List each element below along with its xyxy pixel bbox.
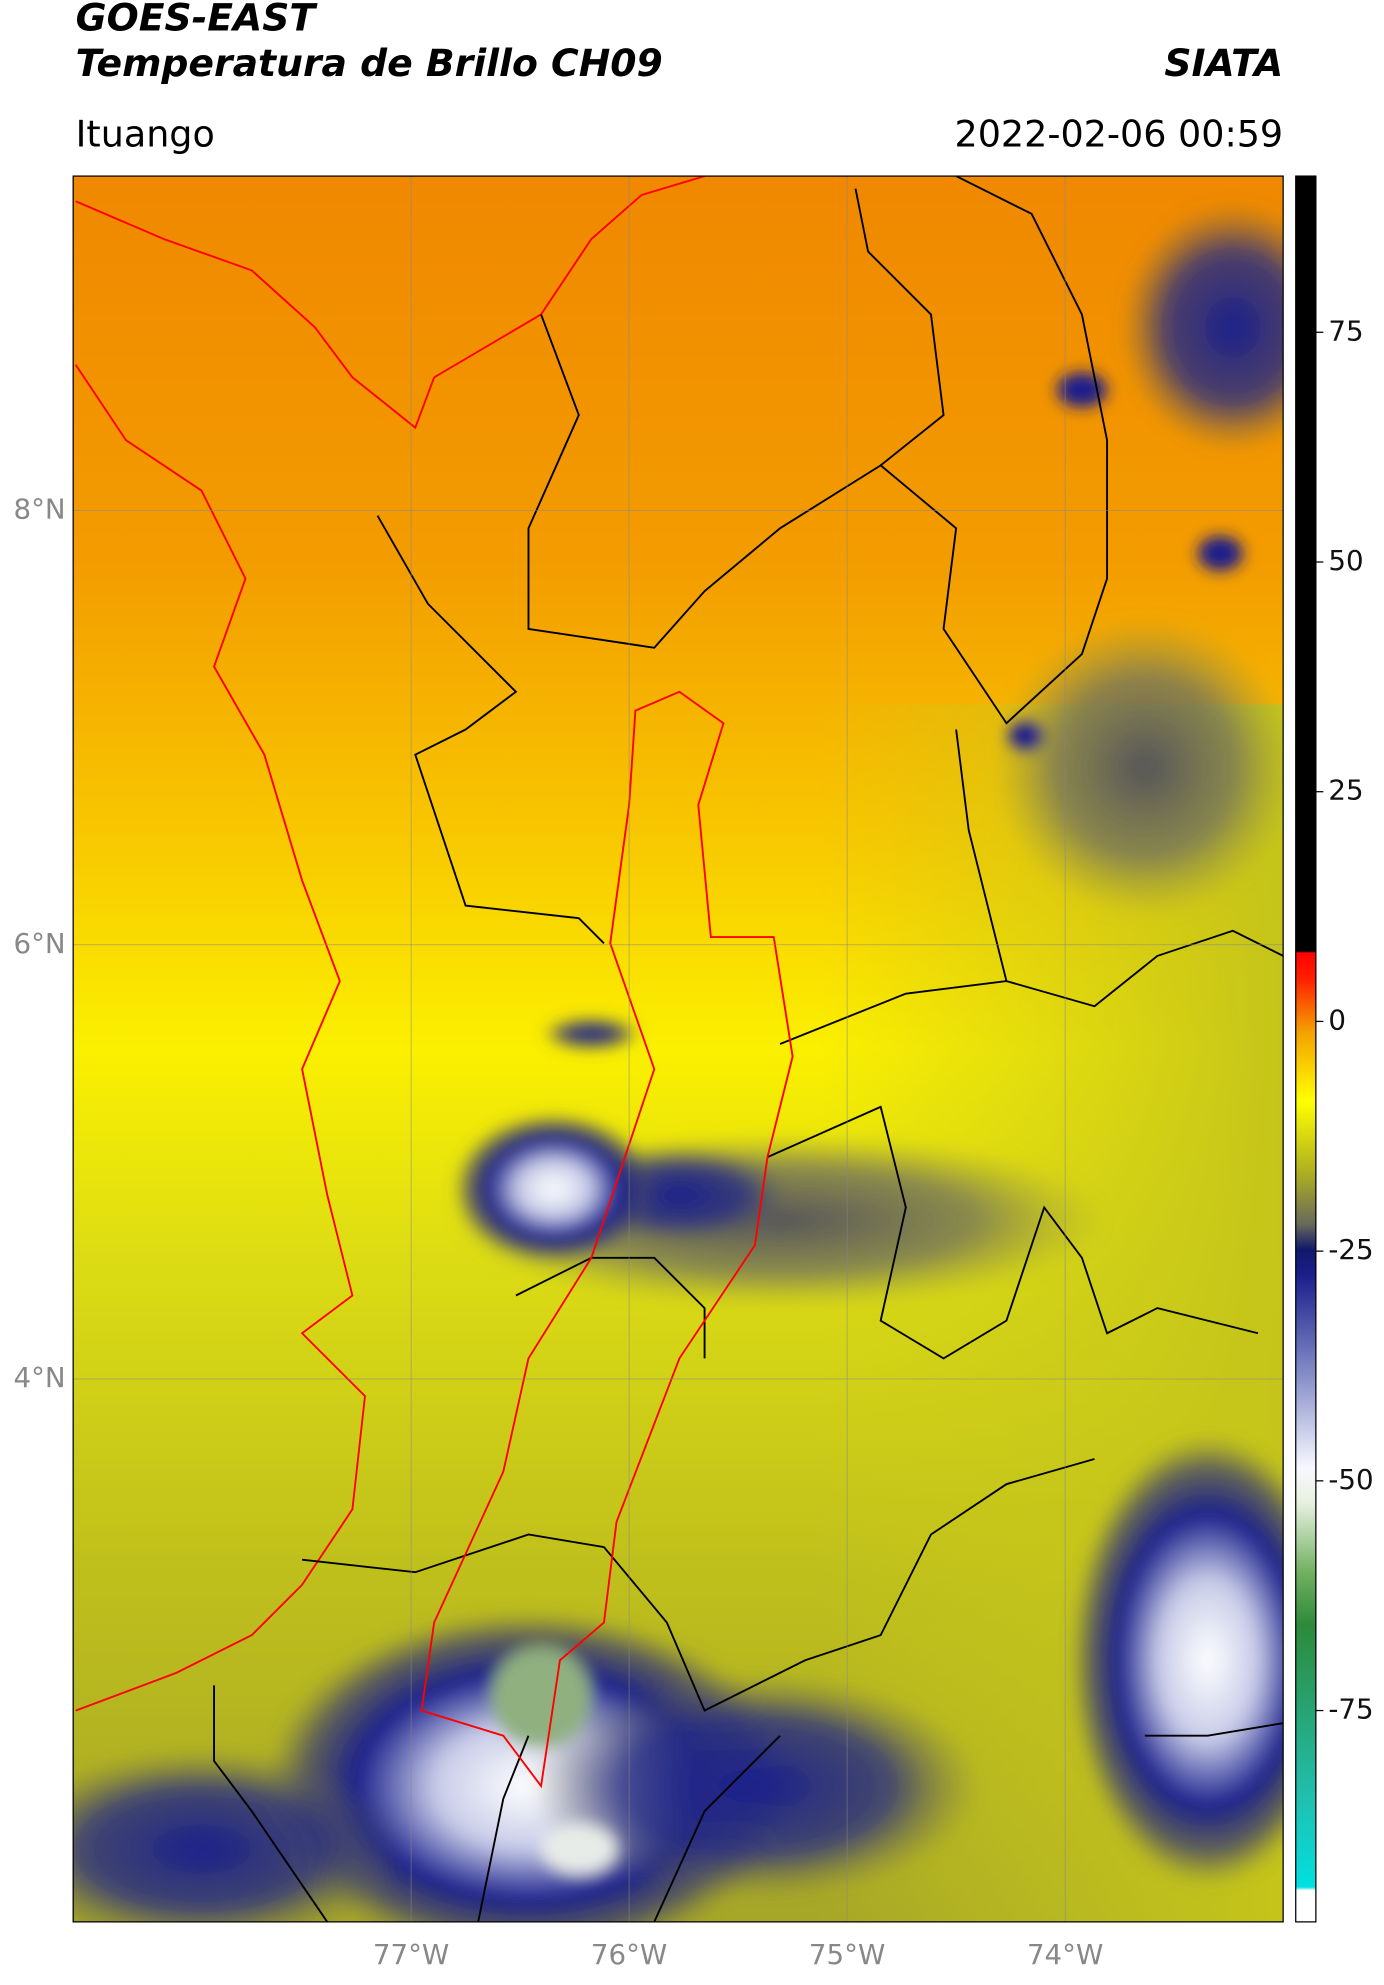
x-tick-label: 77°W	[373, 1938, 449, 1971]
colorbar-tick-label: -25	[1328, 1233, 1373, 1266]
x-tick-label: 75°W	[809, 1938, 885, 1971]
y-tick-label: 6°N	[14, 927, 66, 960]
borders	[213, 176, 1284, 1922]
basin-outline	[420, 690, 794, 1789]
y-tick-label: 8°N	[14, 492, 66, 525]
timestamp: 2022-02-06 00:59	[955, 112, 1284, 155]
colorbar-tick-label: -50	[1328, 1463, 1373, 1496]
clouds	[73, 201, 1284, 1922]
colorbar-tick-label: 50	[1328, 544, 1363, 577]
colorbar-tick-label: 0	[1328, 1003, 1346, 1036]
colorbar-tick-label: 75	[1328, 314, 1363, 347]
colorbar-tick-label: -75	[1328, 1693, 1373, 1726]
source: SIATA	[1164, 41, 1283, 85]
coastline	[74, 176, 705, 1712]
colorbar	[1295, 175, 1317, 1923]
map-field	[73, 176, 1284, 1922]
y-tick-label: 4°N	[14, 1361, 66, 1394]
colorbar-tick-label: 25	[1328, 774, 1363, 807]
grid	[73, 176, 1284, 1922]
subtitle: Temperatura de Brillo CH09	[76, 41, 663, 85]
title: GOES-EAST	[76, 0, 319, 40]
map-frame	[72, 175, 1284, 1923]
labels: 77°W 76°W 75°W 74°W 8°N 6°N 4°N 75 50 25 0 -25 -50 -7…	[14, 314, 1374, 1971]
x-tick-label: 74°W	[1027, 1938, 1103, 1971]
x-tick-label: 76°W	[591, 1938, 667, 1971]
region: Ituango	[76, 112, 215, 155]
